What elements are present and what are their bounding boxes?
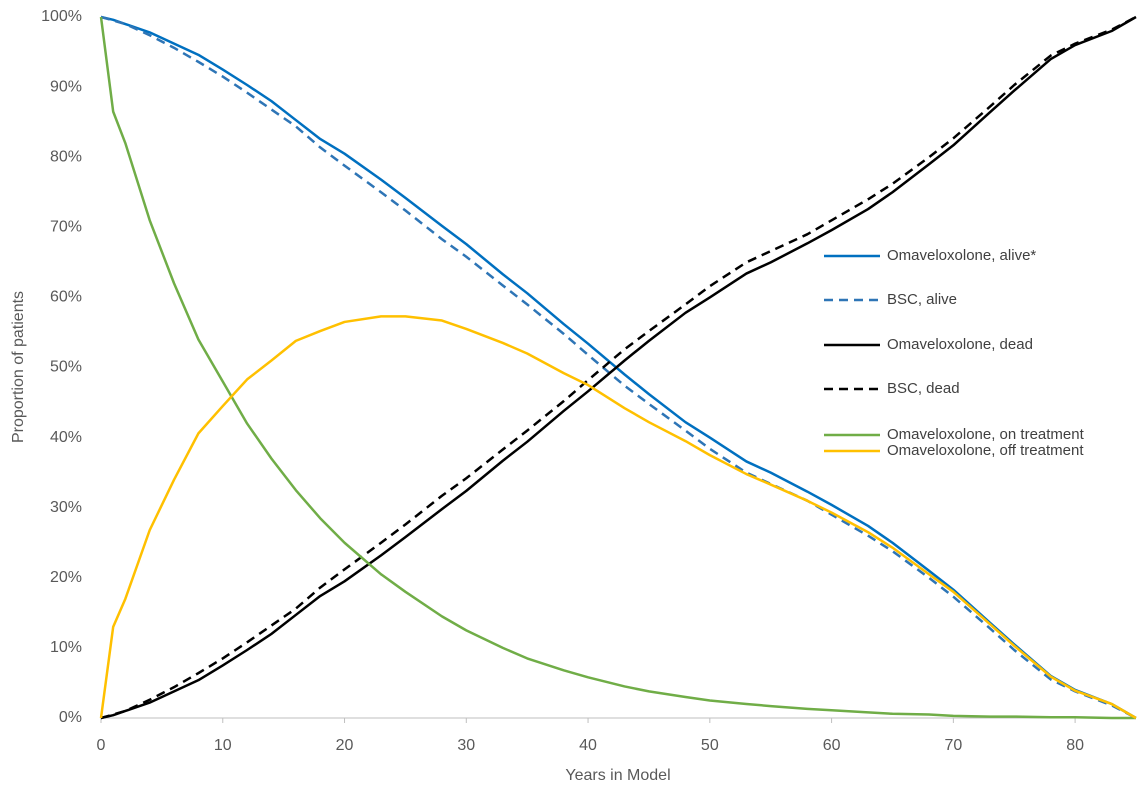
y-tick-label: 80% xyxy=(50,148,82,165)
legend-label: BSC, alive xyxy=(887,291,957,308)
series-line xyxy=(100,15,1137,720)
legend-label: Omaveloxolone, on treatment xyxy=(887,426,1085,443)
legend-label: Omaveloxolone, off treatment xyxy=(887,442,1084,459)
x-tick-label: 10 xyxy=(214,737,232,754)
series-line xyxy=(100,15,1137,720)
y-tick-label: 20% xyxy=(50,569,82,586)
y-tick-label: 100% xyxy=(41,8,82,25)
y-axis-title: Proportion of patients xyxy=(10,291,27,443)
legend-label: Omaveloxolone, alive* xyxy=(887,247,1036,264)
y-tick-label: 0% xyxy=(59,709,82,726)
series-line xyxy=(100,15,1137,720)
x-tick-label: 20 xyxy=(336,737,354,754)
x-tick-label: 50 xyxy=(701,737,719,754)
x-tick-label: 80 xyxy=(1066,737,1084,754)
series-line xyxy=(100,15,1137,720)
x-tick-label: 60 xyxy=(823,737,841,754)
legend-label: BSC, dead xyxy=(887,380,960,397)
x-tick-label: 40 xyxy=(579,737,597,754)
series-line xyxy=(99,16,1136,720)
y-tick-label: 50% xyxy=(50,359,82,376)
x-tick-label: 0 xyxy=(97,737,106,754)
y-tick-label: 10% xyxy=(50,639,82,656)
legend-label: Omaveloxolone, dead xyxy=(887,336,1033,353)
y-tick-label: 70% xyxy=(50,219,82,236)
y-tick-label: 90% xyxy=(50,78,82,95)
x-tick-label: 30 xyxy=(457,737,475,754)
y-tick-label: 40% xyxy=(50,429,82,446)
y-tick-label: 60% xyxy=(50,289,82,306)
series-line xyxy=(99,315,1137,720)
x-axis-title: Years in Model xyxy=(565,767,670,784)
x-tick-label: 70 xyxy=(944,737,962,754)
y-tick-label: 30% xyxy=(50,499,82,516)
